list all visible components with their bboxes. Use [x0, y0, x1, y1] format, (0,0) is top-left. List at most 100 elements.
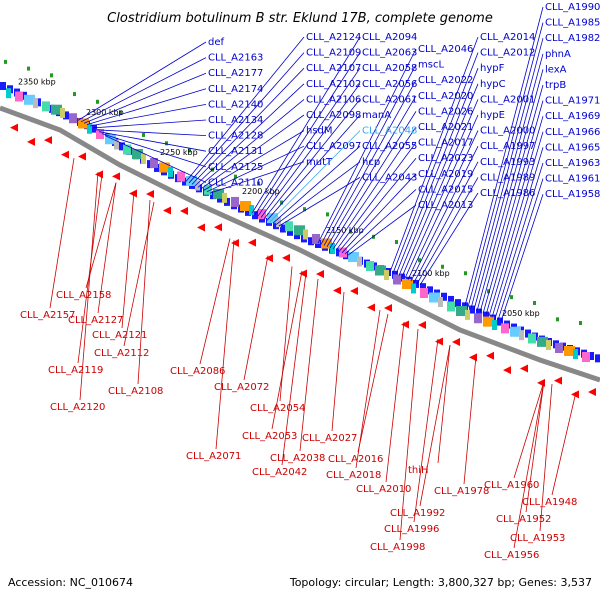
feature-stripe [123, 144, 131, 155]
reverse-gene-label: CLL_A1953 [510, 533, 565, 544]
forward-leader-line [404, 114, 479, 279]
reverse-leader-line [243, 255, 269, 381]
reverse-gene-mark [418, 321, 426, 329]
forward-leader-line [203, 130, 305, 191]
feature-stripe [186, 176, 197, 186]
reverse-leader-line [123, 201, 155, 347]
forward-gene-label: hypC [480, 79, 506, 90]
feature-stripe [195, 180, 200, 191]
feature-stripe [411, 283, 416, 294]
feature-stripe [537, 336, 548, 347]
reverse-gene-mark [129, 189, 137, 198]
reverse-leader-line [513, 381, 545, 549]
forward-leader-line [488, 131, 544, 317]
feature-stripe [78, 118, 89, 129]
forward-gene-mark [182, 177, 188, 186]
forward-gene-label: CLL_A1961 [545, 174, 600, 185]
feature-stripe [60, 108, 65, 118]
reverse-gene-label: CLL_A1998 [370, 542, 425, 553]
feature-stripe [6, 88, 11, 99]
feature-stripe [87, 123, 92, 134]
forward-gene-label: CLL_A2131 [208, 146, 263, 157]
feature-stripe [213, 188, 224, 199]
feature-stripe [249, 205, 254, 216]
reverse-leader-line [97, 182, 117, 314]
forward-gene-mark [91, 124, 97, 133]
forward-gene-label: CLL_A2014 [480, 32, 535, 43]
reverse-gene-mark [384, 304, 392, 312]
forward-leader-line [413, 161, 479, 283]
forward-gene-mark [0, 82, 6, 90]
feature-stripe [492, 320, 497, 330]
reverse-gene-mark [571, 390, 579, 399]
reverse-leader-line [215, 240, 235, 450]
reverse-gene-label: CLL_A2121 [92, 330, 147, 341]
reverse-leader-line [199, 238, 231, 365]
reverse-gene-label: CLL_A1956 [484, 550, 539, 561]
forward-gene-label: hypF [480, 63, 505, 74]
forward-gene-label: CLL_A1986 [480, 188, 535, 199]
forward-leader-line [320, 64, 417, 245]
gc-mark [418, 258, 421, 263]
reverse-gene-mark [78, 152, 86, 161]
forward-gene-mark [476, 308, 482, 317]
forward-leader-line [482, 100, 544, 314]
forward-gene-mark [497, 317, 503, 326]
forward-gene-label: hypE [480, 110, 505, 121]
forward-leader-line [191, 67, 305, 185]
reverse-gene-mark [520, 364, 528, 373]
feature-stripe [501, 323, 509, 334]
kbp-tick-label: 2200 kbp [242, 187, 280, 196]
reverse-gene-mark [469, 353, 477, 362]
forward-leader-line [98, 131, 207, 152]
feature-stripe [294, 225, 305, 236]
gc-mark [27, 66, 30, 71]
forward-gene-mark [399, 273, 405, 282]
reverse-gene-mark [180, 207, 188, 215]
feature-stripe [204, 184, 212, 195]
forward-gene-label: CLL_A2109 [306, 48, 361, 59]
forward-gene-label: CLL_A2110 [208, 177, 263, 188]
feature-stripe [438, 297, 443, 307]
forward-gene-mark [63, 111, 69, 120]
forward-gene-label: CLL_A1971 [545, 96, 600, 107]
feature-stripe [384, 270, 389, 280]
forward-gene-label: CLL_A2026 [418, 106, 473, 117]
forward-gene-mark [483, 311, 489, 320]
forward-leader-line [338, 157, 417, 252]
forward-leader-line [200, 114, 305, 190]
forward-gene-label: CLL_A2106 [306, 94, 361, 105]
reverse-leader-line [413, 338, 439, 523]
feature-stripe [555, 343, 563, 353]
reverse-gene-mark [554, 376, 562, 385]
reverse-gene-mark [282, 253, 290, 262]
forward-gene-label: CLL_A1993 [480, 157, 535, 168]
reverse-leader-line [281, 272, 307, 466]
forward-gene-label: CLL_A1966 [545, 127, 600, 138]
forward-gene-label: CLL_A2000 [480, 126, 535, 137]
reverse-gene-label: CLL_A2158 [56, 290, 111, 301]
forward-leader-line [254, 52, 361, 215]
reverse-leader-line [137, 199, 151, 385]
forward-gene-mark [441, 292, 447, 301]
reverse-gene-label: CLL_A2038 [270, 453, 325, 464]
reverse-gene-mark [316, 270, 324, 278]
forward-leader-line [95, 129, 207, 136]
reverse-gene-mark [112, 172, 120, 181]
forward-leader-line [209, 161, 305, 194]
forward-gene-label: CLL_A2048 [362, 126, 417, 137]
forward-gene-label: CLL_A1989 [480, 172, 535, 183]
feature-stripe [51, 104, 62, 115]
forward-leader-line [257, 67, 361, 217]
reverse-gene-label: CLL_A2119 [48, 365, 103, 376]
reverse-leader-line [85, 182, 117, 289]
feature-stripe [96, 129, 104, 139]
reverse-gene-mark [401, 320, 409, 329]
forward-leader-line [347, 204, 417, 256]
forward-leader-line [416, 177, 479, 284]
reverse-gene-mark [146, 190, 154, 198]
forward-leader-line [251, 36, 361, 214]
forward-leader-line [497, 178, 544, 321]
kbp-tick-label: 2250 kbp [160, 148, 198, 157]
kbp-tick-label: 2350 kbp [18, 78, 56, 87]
